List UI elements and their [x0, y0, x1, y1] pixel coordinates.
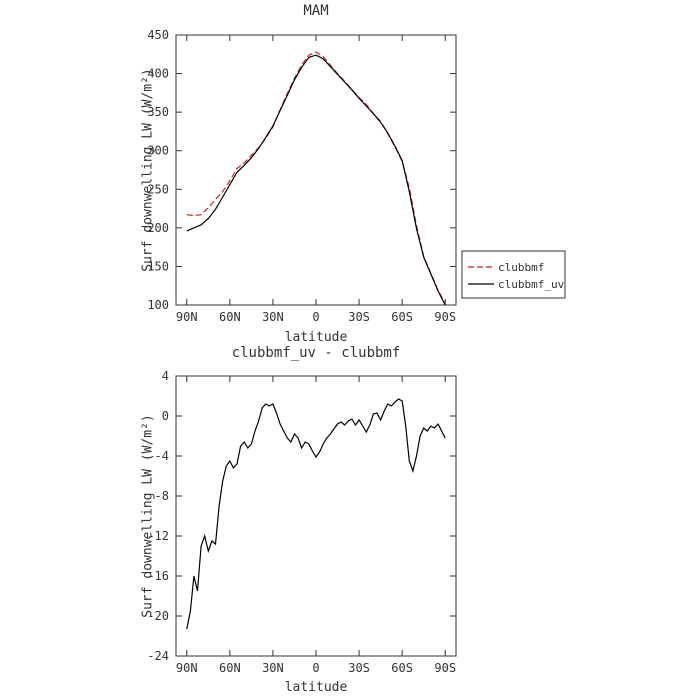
x-tick-label: 30S	[348, 661, 370, 675]
y-tick-label: 150	[147, 259, 169, 273]
chart-group: 90N 60N 30N 0 30S 60S 90S -24 -20 -16 -12 -8 -4 0 4	[147, 369, 457, 675]
series-clubbmf	[186, 51, 446, 304]
series-clubbmf_uv-clubbmf	[186, 398, 446, 630]
y-tick-label: 0	[162, 409, 169, 423]
y-tick-label: 100	[147, 298, 169, 312]
x-tick-label: 0	[312, 310, 319, 324]
bottom-x-axis-label: latitude	[284, 680, 348, 695]
y-tick-label: -20	[147, 609, 169, 623]
legend-entry-label: clubbmf	[498, 261, 544, 274]
x-tick-label: 30N	[262, 661, 284, 675]
y-tick-label: 4	[162, 369, 169, 383]
legend: clubbmf clubbmf_uv	[461, 250, 566, 299]
x-tick-label: 90N	[176, 661, 198, 675]
x-tick-label: 30S	[348, 310, 370, 324]
y-tick-label: -8	[155, 489, 169, 503]
x-tick-label: 60N	[219, 661, 241, 675]
chart-group: 90N 60N 30N 0 30S 60S 90S 100 150 200 250 300 350 400…	[147, 28, 566, 324]
y-tick-label: 300	[147, 144, 169, 158]
bottom-chart-title: clubbmf_uv - clubbmf	[231, 345, 401, 361]
x-tick-label: 0	[312, 661, 319, 675]
y-tick-label: 450	[147, 28, 169, 42]
y-tick-label: -16	[147, 569, 169, 583]
x-tick-label: 30N	[262, 310, 284, 324]
x-tick-label: 90N	[176, 310, 198, 324]
x-tick-label: 90S	[434, 310, 456, 324]
y-tick-label: 350	[147, 105, 169, 119]
top-x-axis-label: latitude	[284, 330, 348, 345]
series-clubbmf_uv	[186, 54, 446, 306]
x-tick-label: 60S	[391, 661, 413, 675]
legend-box	[461, 250, 566, 299]
y-tick-label: -4	[155, 449, 169, 463]
legend-entry-label: clubbmf_uv	[498, 278, 565, 291]
top-chart-title: MAM	[303, 3, 329, 19]
plot-frame	[175, 34, 457, 306]
y-tick-label: -24	[147, 649, 169, 663]
y-tick-label: 250	[147, 182, 169, 196]
y-tick-label: -12	[147, 529, 169, 543]
y-tick-label: 200	[147, 221, 169, 235]
x-tick-label: 60N	[219, 310, 241, 324]
x-tick-label: 90S	[434, 661, 456, 675]
y-tick-label: 400	[147, 67, 169, 81]
x-tick-label: 60S	[391, 310, 413, 324]
